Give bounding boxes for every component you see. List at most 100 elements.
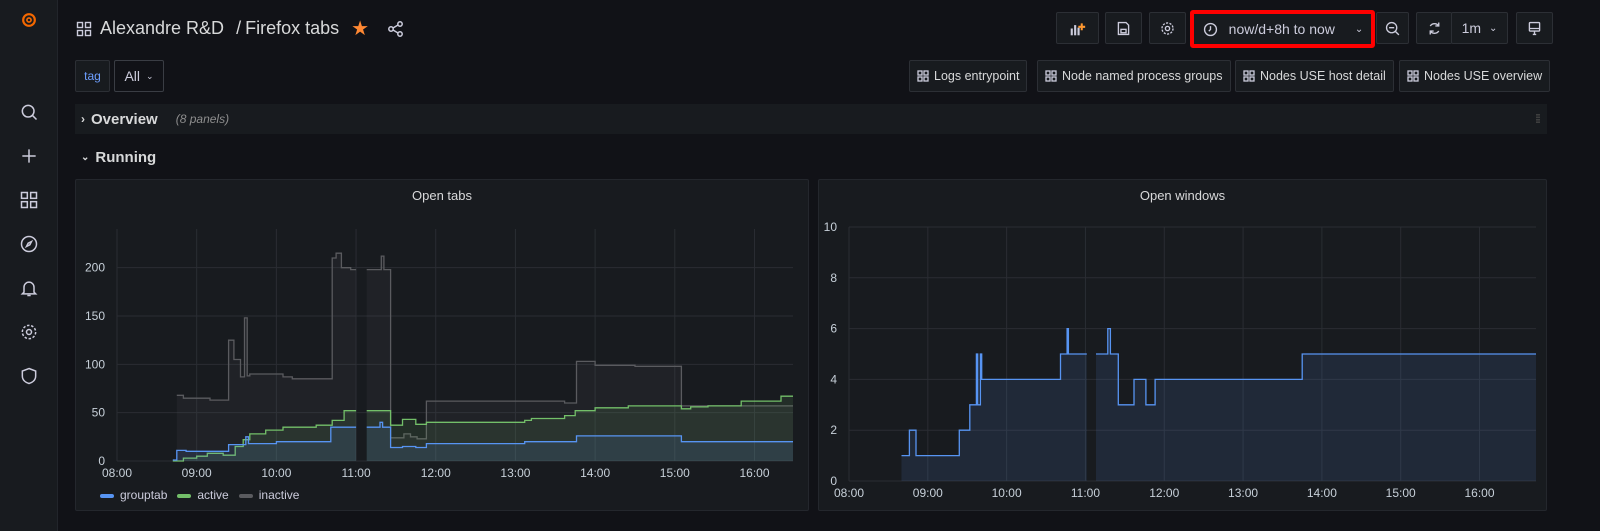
time-range-label: now/d+8h to now xyxy=(1228,21,1335,37)
y-tick-label: 6 xyxy=(830,322,837,336)
series-area-inactive xyxy=(366,256,793,461)
tag-variable-label: tag xyxy=(75,60,110,92)
star-icon[interactable]: ★ xyxy=(351,18,370,40)
series-line-active[interactable] xyxy=(366,395,793,426)
x-tick-label: 15:00 xyxy=(1386,486,1416,500)
row-running[interactable]: ⌄ Running xyxy=(75,144,1547,170)
zoom-out-icon xyxy=(1385,21,1400,35)
explore-compass-icon[interactable] xyxy=(17,232,41,256)
row-panel-count: (8 panels) xyxy=(175,112,230,126)
dashboard-link-node-named-process-groups[interactable]: Node named process groups xyxy=(1037,60,1231,92)
tv-mode-button[interactable] xyxy=(1516,12,1553,44)
breadcrumb-separator: / xyxy=(236,18,242,38)
y-tick-label: 2 xyxy=(830,423,837,437)
share-icon[interactable] xyxy=(387,20,405,38)
y-tick-label: 4 xyxy=(830,372,837,386)
y-tick-label: 200 xyxy=(85,261,105,275)
refresh-interval-value: 1m xyxy=(1461,20,1482,36)
dashboard-title[interactable]: Firefox tabs xyxy=(245,18,340,38)
chevron-down-icon: ⌄ xyxy=(81,151,90,163)
legend-item-grouptab[interactable]: grouptab xyxy=(100,488,167,502)
y-tick-label: 100 xyxy=(85,357,105,371)
series-area-inactive xyxy=(176,253,357,461)
x-tick-label: 08:00 xyxy=(834,486,864,500)
alerting-bell-icon[interactable] xyxy=(17,276,41,300)
chart-plot: 08:00 09:00 10:00 11:00 12:00 13:00 14:00 15:00… xyxy=(824,220,1536,500)
series-line-windows[interactable] xyxy=(901,327,1087,457)
y-tick-label: 50 xyxy=(92,406,106,420)
x-tick-label: 11:00 xyxy=(341,466,370,480)
grafana-logo-icon[interactable] xyxy=(17,8,41,32)
x-tick-label: 16:00 xyxy=(1465,486,1495,500)
dashboard-link-nodes-use-overview[interactable]: Nodes USE overview xyxy=(1399,60,1551,92)
clock-icon xyxy=(1203,22,1217,36)
x-tick-label: 16:00 xyxy=(739,466,769,480)
x-tick-label: 12:00 xyxy=(421,466,451,480)
search-icon[interactable] xyxy=(17,100,41,124)
chevron-down-icon: ⌄ xyxy=(1354,23,1364,35)
add-panel-button[interactable] xyxy=(1056,12,1099,44)
dashboard-grid-icon xyxy=(1243,70,1255,82)
x-tick-label: 11:00 xyxy=(1071,486,1100,500)
x-tick-label: 12:00 xyxy=(1149,486,1179,500)
series-area-windows xyxy=(901,328,1087,481)
y-tick-label: 0 xyxy=(98,454,105,468)
link-label: Nodes USE host detail xyxy=(1260,69,1386,83)
dashboard-grid-icon xyxy=(917,70,929,82)
legend-item-active[interactable]: active xyxy=(177,488,229,502)
sidebar xyxy=(0,0,58,531)
save-icon xyxy=(1117,21,1130,35)
dashboard-link-nodes-use-host-detail[interactable]: Nodes USE host detail xyxy=(1235,60,1394,92)
plus-icon[interactable] xyxy=(17,144,41,168)
dashboard-settings-button[interactable] xyxy=(1149,12,1186,44)
row-overview[interactable]: › Overview (8 panels) ⁞⁞ xyxy=(75,104,1547,134)
panel-title[interactable]: Open windows xyxy=(1139,188,1226,203)
row-title: Overview xyxy=(91,110,158,128)
shield-icon[interactable] xyxy=(17,364,41,388)
dashboard-grid-icon xyxy=(76,21,92,36)
series-area-grouptab xyxy=(366,422,793,461)
panel-title[interactable]: Open tabs xyxy=(412,188,472,203)
gear-icon xyxy=(1161,21,1174,35)
drag-handle-icon[interactable]: ⁞⁞ xyxy=(1535,112,1541,126)
panel-open-tabs: Open tabs grouptab active inactive 08:00… xyxy=(75,179,809,511)
chevron-right-icon: › xyxy=(81,112,85,126)
chevron-down-icon: ⌄ xyxy=(1489,22,1498,34)
monitor-icon xyxy=(1528,21,1541,35)
series-line-inactive[interactable] xyxy=(176,252,357,401)
save-dashboard-button[interactable] xyxy=(1105,12,1142,44)
tag-variable-select[interactable]: All ⌄ xyxy=(114,60,164,92)
folder-link[interactable]: Alexandre R&D xyxy=(100,18,225,38)
x-tick-label: 10:00 xyxy=(992,486,1022,500)
zoom-out-button[interactable] xyxy=(1376,12,1409,44)
panel-open-windows: Open windows 08:00 09:00 10:00 11:00 12:00 13… xyxy=(818,179,1547,511)
add-panel-icon xyxy=(1070,22,1086,35)
series-line-inactive[interactable] xyxy=(366,255,793,440)
dashboards-icon[interactable] xyxy=(17,188,41,212)
dashboard-link-logs-entrypoint[interactable]: Logs entrypoint xyxy=(909,60,1028,92)
series-area-windows xyxy=(1096,328,1536,481)
refresh-button[interactable] xyxy=(1416,12,1452,44)
series-line-active[interactable] xyxy=(172,410,357,462)
link-label: Nodes USE overview xyxy=(1424,69,1543,83)
legend-item-inactive[interactable]: inactive xyxy=(238,488,299,502)
row-title: Running xyxy=(95,148,157,166)
series-area-active xyxy=(172,410,357,461)
time-range-picker[interactable]: now/d+8h to now ⌄ xyxy=(1190,10,1375,48)
refresh-icon xyxy=(1429,22,1440,34)
y-tick-label: 10 xyxy=(824,220,838,234)
series-line-windows[interactable] xyxy=(1096,327,1536,406)
series-line-grouptab[interactable] xyxy=(172,426,357,461)
breadcrumb: Alexandre R&D / Firefox tabs ★ xyxy=(76,16,405,41)
y-tick-label: 0 xyxy=(830,474,837,488)
chevron-down-icon: ⌄ xyxy=(146,70,154,81)
y-tick-label: 150 xyxy=(85,309,105,323)
refresh-interval-picker[interactable]: 1m ⌄ xyxy=(1451,12,1508,44)
x-tick-label: 14:00 xyxy=(1307,486,1337,500)
series-line-grouptab[interactable] xyxy=(366,421,793,449)
settings-gear-icon[interactable] xyxy=(17,320,41,344)
link-label: Node named process groups xyxy=(1062,69,1223,83)
x-tick-label: 14:00 xyxy=(580,466,610,480)
chart-plot: 08:00 09:00 10:00 11:00 12:00 13:00 14:00 15:00… xyxy=(85,229,793,480)
x-tick-label: 10:00 xyxy=(261,466,291,480)
